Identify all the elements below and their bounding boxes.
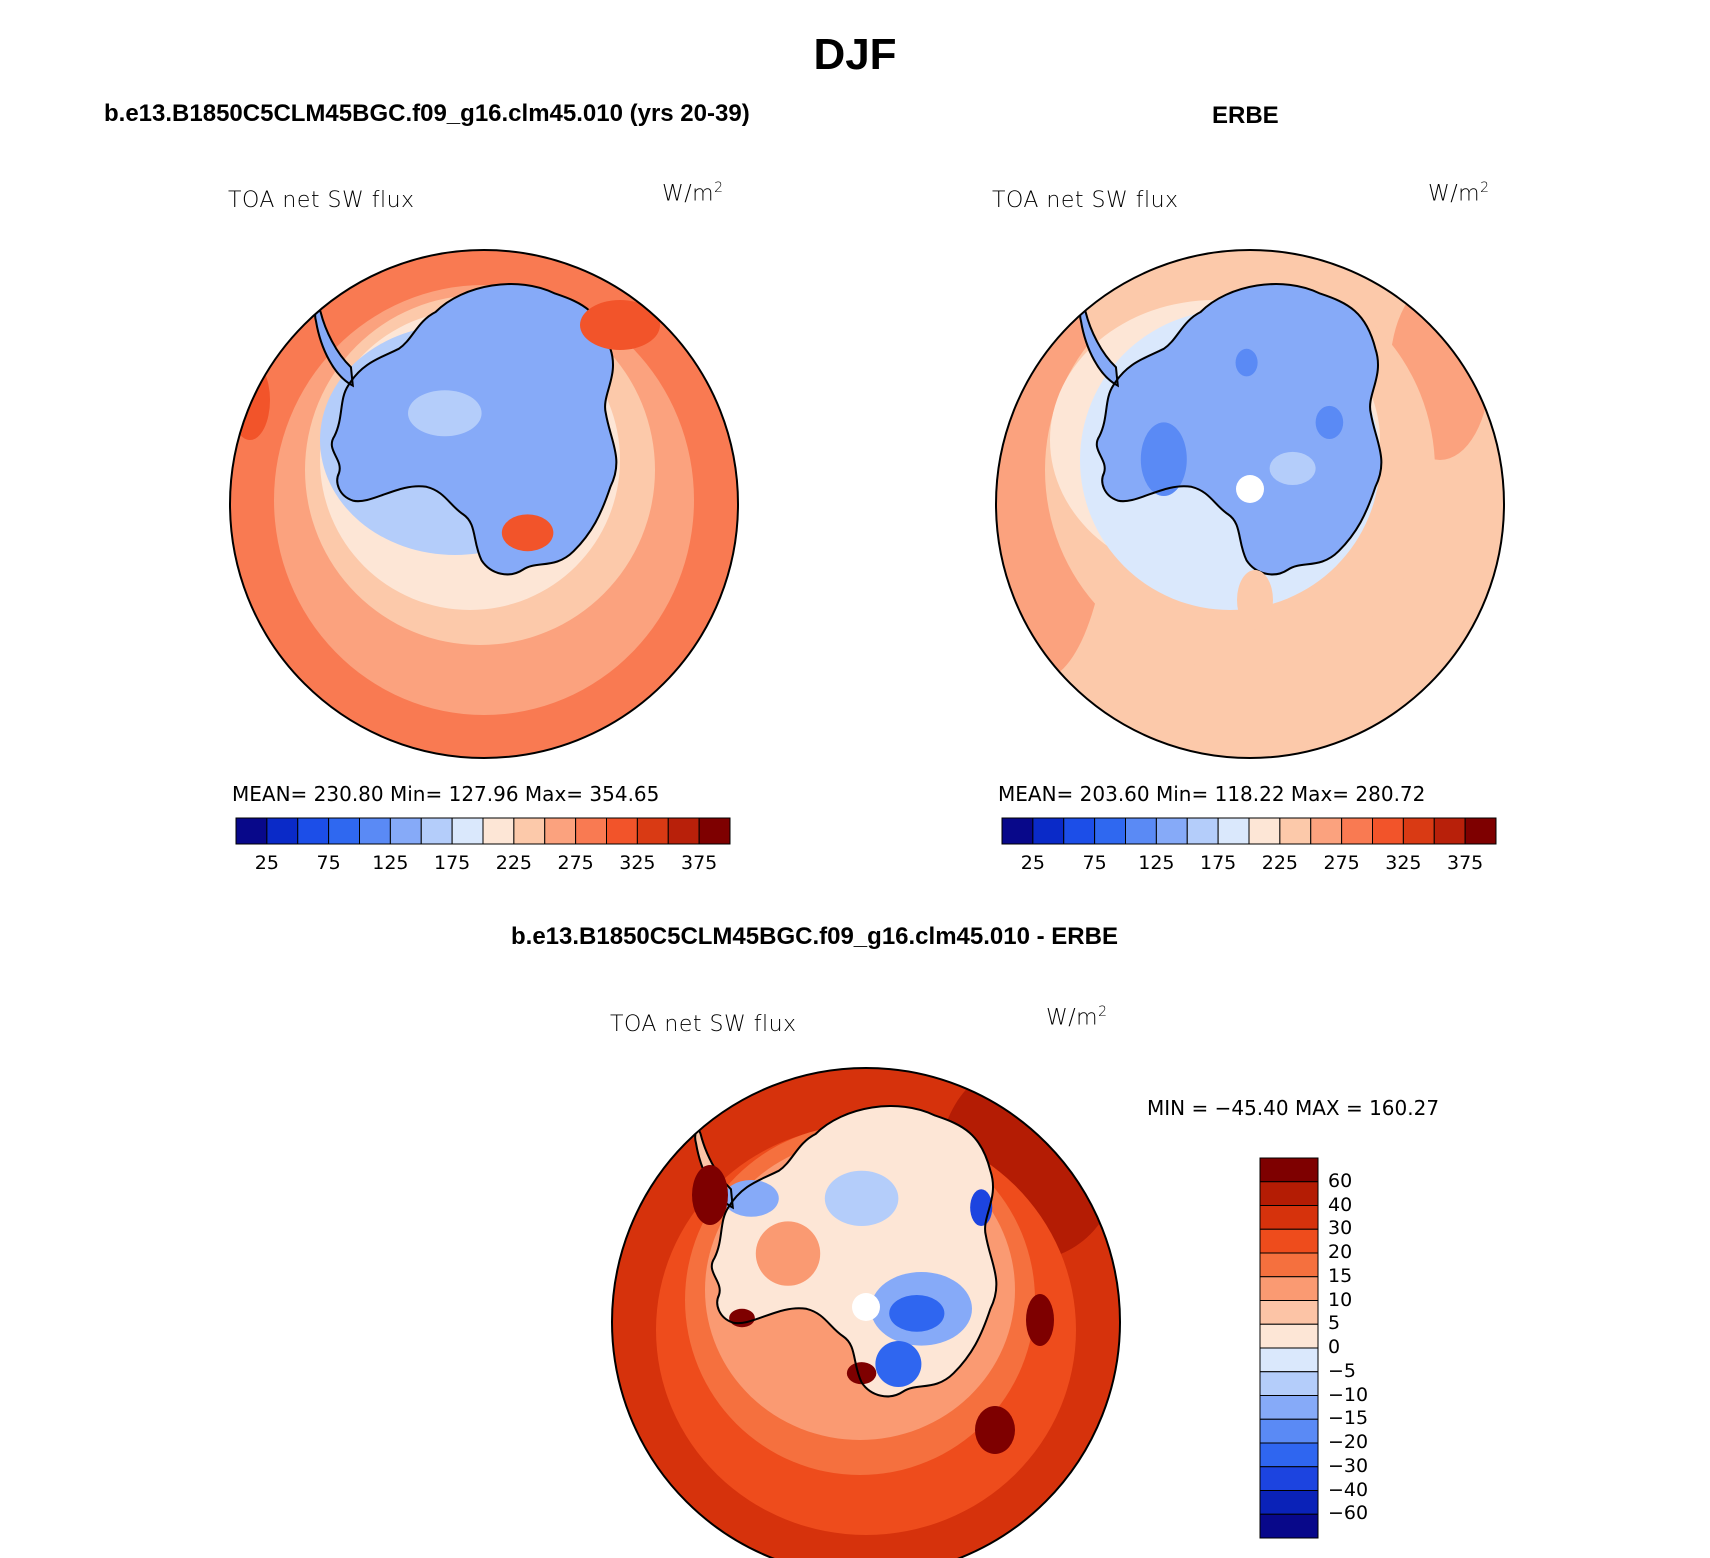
colorbar-swatch [1259, 1157, 1319, 1183]
colorbar-swatch [1259, 1300, 1319, 1325]
colorbar-swatch [1402, 817, 1435, 845]
colorbar-tick-label: 125 [1138, 852, 1175, 874]
colorbar-tick-label: 325 [619, 852, 656, 874]
colorbar-tick-label: 125 [372, 852, 409, 874]
panel-obs-units: W/m2 [1428, 180, 1490, 207]
colorbar-tick-label: 375 [1446, 852, 1484, 874]
colorbar-swatch [513, 817, 546, 845]
colorbar-swatch [1372, 817, 1404, 845]
colorbar-tick-label: −5 [1328, 1359, 1357, 1382]
colorbar-tick-label: −40 [1328, 1478, 1369, 1501]
colorbar-swatch [1310, 817, 1343, 845]
colorbar-tick-label: 225 [1261, 852, 1298, 874]
panel-obs-variable: TOA net SW flux [992, 188, 1179, 213]
colorbar-swatch [1259, 1228, 1319, 1254]
colorbar-swatch [1259, 1252, 1319, 1278]
colorbar-swatch [1217, 817, 1250, 845]
colorbar-tick-label: 5 [1328, 1312, 1341, 1335]
colorbar-tick-label: 175 [433, 852, 471, 874]
colorbar-tick-label: 275 [557, 852, 594, 874]
panel-obs-stats: MEAN= 203.60 Min= 118.22 Max= 280.72 [998, 782, 1426, 806]
colorbar-swatch [1259, 1418, 1319, 1444]
colorbar-swatch [1259, 1276, 1319, 1301]
colorbar-swatch [1279, 817, 1312, 845]
panel-obs-colorbar [1001, 817, 1497, 845]
colorbar-swatch [1259, 1490, 1319, 1515]
colorbar-swatch [698, 817, 731, 845]
colorbar-swatch [420, 817, 453, 845]
colorbar-tick-label: 25 [1020, 852, 1045, 874]
map-model [229, 249, 739, 759]
colorbar-swatch [328, 817, 360, 845]
colorbar-swatch [636, 817, 669, 845]
colorbar-tick-label: −10 [1328, 1383, 1369, 1406]
colorbar-tick-label: 25 [254, 852, 279, 874]
colorbar-swatch [1155, 817, 1188, 845]
colorbar-swatch [1259, 1347, 1319, 1373]
colorbar-swatch [1259, 1395, 1319, 1420]
panel-model-stats: MEAN= 230.80 Min= 127.96 Max= 354.65 [232, 782, 660, 806]
colorbar-tick-label: 10 [1328, 1288, 1353, 1311]
panel-model-colorbar [235, 817, 731, 845]
panel-model-header: b.e13.B1850C5CLM45BGC.f09_g16.clm45.010 … [104, 100, 750, 127]
panel-diff-units: W/m2 [1046, 1004, 1108, 1031]
colorbar-tick-label: 20 [1328, 1241, 1353, 1263]
colorbar-tick-label: 0 [1328, 1336, 1341, 1358]
colorbar-swatch [266, 817, 299, 845]
panel-model-units: W/m2 [662, 180, 724, 207]
colorbar-tick-label: −60 [1328, 1502, 1369, 1525]
panel-diff-stats: MIN = −45.40 MAX = 160.27 [1147, 1096, 1440, 1120]
colorbar-tick-label: 75 [316, 852, 341, 874]
panel-model-variable: TOA net SW flux [228, 188, 415, 213]
colorbar-swatch [389, 817, 422, 845]
panel-diff-variable: TOA net SW flux [610, 1012, 797, 1037]
colorbar-swatch [1248, 817, 1281, 845]
colorbar-tick-label: 30 [1328, 1217, 1353, 1240]
colorbar-tick-label: 225 [495, 852, 532, 874]
colorbar-swatch [1063, 817, 1096, 845]
panel-obs-header: ERBE [1212, 102, 1279, 129]
colorbar-swatch [1259, 1466, 1319, 1491]
panel-diff-header: b.e13.B1850C5CLM45BGC.f09_g16.clm45.010 … [511, 923, 1118, 950]
colorbar-tick-label: 75 [1082, 852, 1107, 874]
colorbar-tick-label: −15 [1328, 1407, 1369, 1430]
colorbar-tick-label: 175 [1199, 852, 1237, 874]
colorbar-swatch [1259, 1513, 1319, 1539]
colorbar-swatch [297, 817, 330, 845]
colorbar-swatch [1259, 1371, 1319, 1396]
colorbar-swatch [1032, 817, 1065, 845]
colorbar-swatch [544, 817, 577, 845]
colorbar-swatch [359, 817, 391, 845]
colorbar-tick-label: 40 [1328, 1193, 1353, 1216]
colorbar-swatch [667, 817, 700, 845]
colorbar-swatch [451, 817, 484, 845]
map-diff [611, 1067, 1121, 1558]
colorbar-swatch [1464, 817, 1497, 845]
colorbar-swatch [1259, 1323, 1319, 1349]
colorbar-swatch [575, 817, 607, 845]
colorbar-swatch [1094, 817, 1126, 845]
colorbar-tick-label: 325 [1385, 852, 1422, 874]
colorbar-swatch [1341, 817, 1373, 845]
colorbar-swatch [1259, 1205, 1319, 1230]
colorbar-tick-label: 375 [680, 852, 718, 874]
panel-diff-colorbar [1259, 1157, 1319, 1539]
colorbar-tick-label: 275 [1323, 852, 1360, 874]
colorbar-swatch [1259, 1442, 1319, 1468]
colorbar-tick-label: −20 [1328, 1431, 1369, 1453]
colorbar-tick-label: 15 [1328, 1264, 1353, 1287]
colorbar-swatch [1433, 817, 1466, 845]
figure-title: DJF [813, 30, 897, 79]
colorbar-swatch [1125, 817, 1157, 845]
colorbar-swatch [606, 817, 638, 845]
map-obs [995, 249, 1505, 759]
colorbar-swatch [1001, 817, 1034, 845]
colorbar-swatch [1186, 817, 1219, 845]
colorbar-tick-label: −30 [1328, 1454, 1369, 1477]
colorbar-tick-label: 60 [1328, 1169, 1353, 1192]
colorbar-swatch [482, 817, 515, 845]
colorbar-swatch [1259, 1181, 1319, 1206]
colorbar-swatch [235, 817, 268, 845]
